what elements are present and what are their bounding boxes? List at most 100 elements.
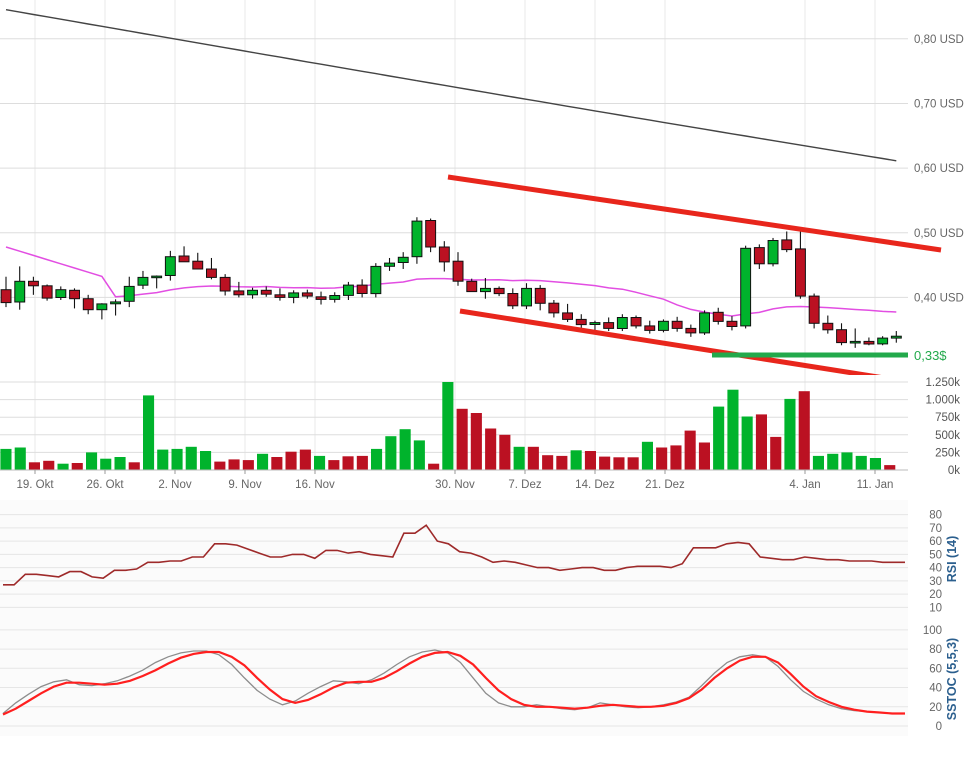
candle-body (151, 275, 163, 279)
candle-body (480, 287, 491, 293)
rsi-background (0, 500, 908, 618)
candlestick (767, 237, 779, 267)
volume-ytick-label: 250k (935, 447, 960, 459)
long-ma-line-left (5, 9, 418, 82)
candlestick (507, 288, 519, 310)
long-ma-line (416, 80, 897, 162)
candle-body (575, 318, 587, 326)
volume-bar (100, 458, 112, 470)
volume-bar (584, 451, 596, 470)
candlestick (452, 252, 464, 286)
volume-bar (371, 448, 383, 470)
candle-body (822, 322, 834, 331)
candle-body (521, 287, 532, 307)
candlestick (82, 294, 94, 315)
volume-bar (185, 446, 197, 470)
candle-body (589, 322, 601, 326)
rsi-ytick-label: 20 (929, 589, 942, 601)
candlestick (616, 314, 628, 332)
price-panel: 0,80 USD 0,70 USD 0,60 USD 0,50 USD 0,40 USD… (0, 0, 968, 375)
candlestick (301, 289, 313, 299)
volume-bar (827, 453, 839, 470)
stochastic-k-line (2, 649, 905, 715)
candle-body (82, 298, 94, 311)
candle-body (644, 325, 656, 331)
candlestick (96, 303, 108, 320)
volume-bar (485, 428, 497, 470)
candlestick (69, 288, 80, 309)
candle-body (767, 240, 779, 265)
volume-bar (542, 455, 554, 470)
candlestick (110, 299, 121, 316)
volume-bar (328, 460, 340, 470)
candlestick (247, 287, 259, 299)
candlestick (781, 231, 793, 253)
candlestick (753, 244, 765, 269)
volume-panel: 1.250k 1.000k 750k 500k 250k 0k 19. Okt 26. Okt… (0, 375, 968, 500)
candlestick (890, 331, 902, 343)
x-tick-label: 21. Dez (645, 479, 685, 491)
candle-body (616, 317, 628, 329)
candle-body (28, 280, 39, 287)
candle-body (41, 285, 53, 299)
candle-body (233, 290, 245, 296)
x-tick-label: 14. Dez (575, 479, 615, 491)
candlestick (534, 285, 546, 311)
volume-ytick-label: 0k (948, 465, 960, 477)
candlestick (164, 250, 176, 281)
candlestick (370, 263, 382, 298)
trendline-upper (447, 174, 942, 253)
candle-body (877, 337, 889, 345)
volume-bar (442, 382, 454, 470)
volume-bar (14, 447, 26, 470)
candlestick (836, 323, 847, 346)
volume-bar (200, 451, 212, 470)
volume-ytick-label: 750k (935, 412, 960, 424)
volume-chart-svg: 1.250k 1.000k 750k 500k 250k 0k 19. Okt 26. Okt… (0, 375, 960, 491)
candlestick (137, 270, 149, 290)
volume-bar (86, 452, 98, 470)
volume-bar (812, 455, 824, 470)
stochastic-axis-title: SSTOC (5,5,3) (945, 638, 959, 720)
candlestick (699, 310, 710, 335)
candlestick (41, 284, 53, 301)
x-tick-label: 30. Nov (435, 479, 475, 491)
volume-bar (28, 462, 40, 470)
stochastic-ytick-label: 100 (923, 625, 942, 637)
volume-bar (157, 449, 169, 470)
candle-body (55, 289, 67, 299)
volume-bar (399, 429, 411, 470)
candle-body (274, 294, 286, 298)
candle-body (493, 287, 505, 295)
volume-bar (71, 463, 83, 470)
candle-body (890, 335, 902, 339)
candle-body (795, 248, 806, 297)
candlestick (877, 336, 889, 346)
volume-bar (470, 413, 482, 470)
volume-bar (755, 414, 767, 470)
x-tick-label: 2. Nov (158, 479, 191, 491)
candlestick (466, 278, 478, 293)
candle-body (411, 220, 423, 258)
x-tick-label: 11. Jan (857, 479, 894, 491)
candle-body (219, 276, 231, 292)
volume-bar (884, 465, 896, 470)
candlestick (411, 217, 423, 264)
candlestick (808, 293, 820, 329)
volume-bar (513, 446, 525, 470)
candle-body (849, 340, 861, 344)
volume-bar (228, 459, 240, 470)
candle-body (137, 276, 149, 286)
candlestick (795, 227, 806, 299)
candlestick (425, 218, 437, 253)
x-tick-label: 19. Okt (16, 479, 54, 491)
candlestick (274, 288, 286, 301)
candle-body (658, 320, 669, 331)
candlestick (644, 320, 656, 334)
candle-body (452, 260, 464, 282)
candle-body (288, 292, 300, 298)
x-tick-label: 26. Okt (86, 479, 124, 491)
volume-bar (314, 455, 326, 470)
price-ytick-label: 0,60 USD (914, 163, 964, 175)
